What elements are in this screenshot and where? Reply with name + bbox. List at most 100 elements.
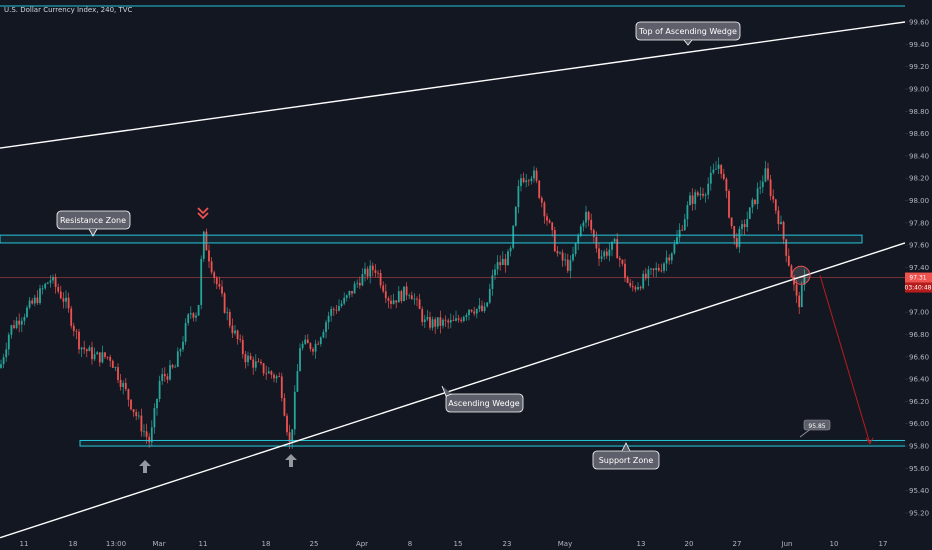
candle-body <box>39 288 41 304</box>
candle-body <box>54 277 57 288</box>
candle-body <box>585 211 587 223</box>
price-tick-label: 96.40 <box>909 376 929 384</box>
candle-body <box>546 216 548 221</box>
annotation-ascending-wedge[interactable]: Ascending Wedge <box>441 385 524 413</box>
candle-body <box>228 311 231 326</box>
candle-body <box>429 317 431 328</box>
time-tick-label: Mar <box>152 540 165 548</box>
candle-body <box>213 272 216 278</box>
support-zone[interactable] <box>79 439 907 447</box>
time-axis[interactable]: 11 18 13:00 Mar 11 18 25 Apr 8 15 23 May 13 20 27 Jun 10… <box>20 540 888 548</box>
candle-body <box>322 332 325 338</box>
candle-body <box>41 288 44 290</box>
price-tick-label: 97.00 <box>909 309 929 317</box>
price-tick-label: 95.40 <box>909 487 929 495</box>
candle-body <box>166 376 169 380</box>
time-tick-label: 15 <box>454 540 463 548</box>
price-axis[interactable]: 99.60 99.40 99.20 99.00 98.80 98.60 98.40 98.20… <box>905 19 929 518</box>
target-price-label[interactable]: 95.85 <box>799 419 831 438</box>
candle-body <box>7 334 10 350</box>
projection-arrow[interactable] <box>819 275 871 444</box>
price-tick-label: 96.60 <box>909 353 929 361</box>
candle-body <box>457 318 460 320</box>
candle-body <box>499 262 502 266</box>
candle-body <box>689 195 691 206</box>
current-price-badge: 97.31 03:40:48 <box>905 272 932 293</box>
candle-body <box>642 273 645 289</box>
candle-body <box>683 219 686 231</box>
candle-body <box>780 221 782 225</box>
candle-body <box>416 298 418 300</box>
candle-body <box>577 235 580 244</box>
candle-body <box>174 366 177 368</box>
candle-body <box>720 164 723 174</box>
candle-body <box>62 298 65 302</box>
top-of-wedge-trendline[interactable] <box>0 21 906 149</box>
annotation-support-zone[interactable]: Support Zone <box>592 442 660 470</box>
candle-body <box>691 195 694 204</box>
candle-body <box>717 164 720 169</box>
candle-body <box>616 239 619 259</box>
candle-body <box>351 290 353 294</box>
candle-body <box>358 282 361 286</box>
time-tick-label: 17 <box>879 540 888 548</box>
candles <box>0 157 806 449</box>
candle-body <box>678 229 681 238</box>
candle-body <box>325 322 327 333</box>
arrow-up-icon <box>285 454 297 467</box>
candle-body <box>184 323 187 342</box>
annotation-resistance-zone[interactable]: Resistance Zone <box>56 210 131 237</box>
candle-body <box>694 192 697 204</box>
candle-body <box>530 178 533 182</box>
annotation-top-of-wedge[interactable]: Top of Ascending Wedge <box>635 21 741 46</box>
annotation-support-zone-text: Support Zone <box>599 456 654 465</box>
candle-body <box>135 412 138 417</box>
candle-body <box>655 267 658 270</box>
resistance-zone[interactable] <box>0 234 863 244</box>
candle-body <box>379 272 382 286</box>
candle-body <box>364 268 366 275</box>
ascending-wedge-trendline[interactable] <box>0 242 906 539</box>
candle-body <box>20 320 23 325</box>
candle-body <box>44 283 47 289</box>
candle-body <box>743 224 746 228</box>
candle-body <box>465 315 468 317</box>
time-tick-label: 18 <box>69 540 78 548</box>
price-tick-label: 99.20 <box>909 63 929 71</box>
candle-body <box>262 363 265 374</box>
candle-body <box>80 347 83 350</box>
candle-body <box>644 273 647 279</box>
candle-body <box>405 286 408 296</box>
resistance-zone-rect <box>0 234 863 244</box>
candle-body <box>239 339 242 340</box>
candle-body <box>761 181 764 188</box>
candle-body <box>421 309 424 323</box>
candle-body <box>486 302 489 307</box>
candle-body <box>382 285 385 292</box>
candle-body <box>712 169 715 173</box>
candle-body <box>728 190 730 218</box>
candle-body <box>442 319 444 326</box>
candle-body <box>512 225 515 248</box>
candle-body <box>418 299 421 310</box>
candle-body <box>637 287 639 290</box>
candle-body <box>559 252 561 254</box>
candle-body <box>345 295 348 298</box>
time-tick-label: 8 <box>408 540 412 548</box>
candle-body <box>387 298 390 301</box>
price-tick-label: 96.80 <box>909 331 929 339</box>
candle-body <box>462 316 465 322</box>
candle-body <box>65 297 67 302</box>
price-tick-label: 97.80 <box>909 219 929 227</box>
candle-body <box>109 356 112 361</box>
candle-body <box>202 231 205 259</box>
candle-body <box>330 308 333 316</box>
candle-body <box>395 300 398 303</box>
candle-body <box>15 320 18 328</box>
candle-body <box>738 228 741 248</box>
candle-body <box>275 376 278 379</box>
candle-body <box>374 270 377 273</box>
candle-body <box>590 219 593 231</box>
price-tick-label: 99.60 <box>909 19 929 27</box>
